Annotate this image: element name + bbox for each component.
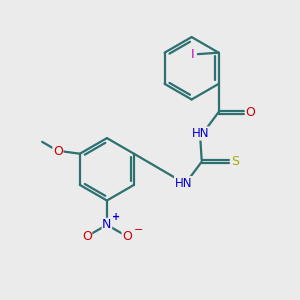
Text: N: N [102, 218, 112, 231]
Text: +: + [112, 212, 120, 221]
Text: O: O [82, 230, 92, 243]
Text: HN: HN [175, 177, 192, 190]
Text: O: O [53, 145, 63, 158]
Text: I: I [191, 48, 195, 61]
Text: O: O [245, 106, 255, 118]
Text: −: − [134, 225, 143, 235]
Text: S: S [232, 155, 240, 168]
Text: HN: HN [191, 127, 209, 140]
Text: O: O [122, 230, 132, 243]
